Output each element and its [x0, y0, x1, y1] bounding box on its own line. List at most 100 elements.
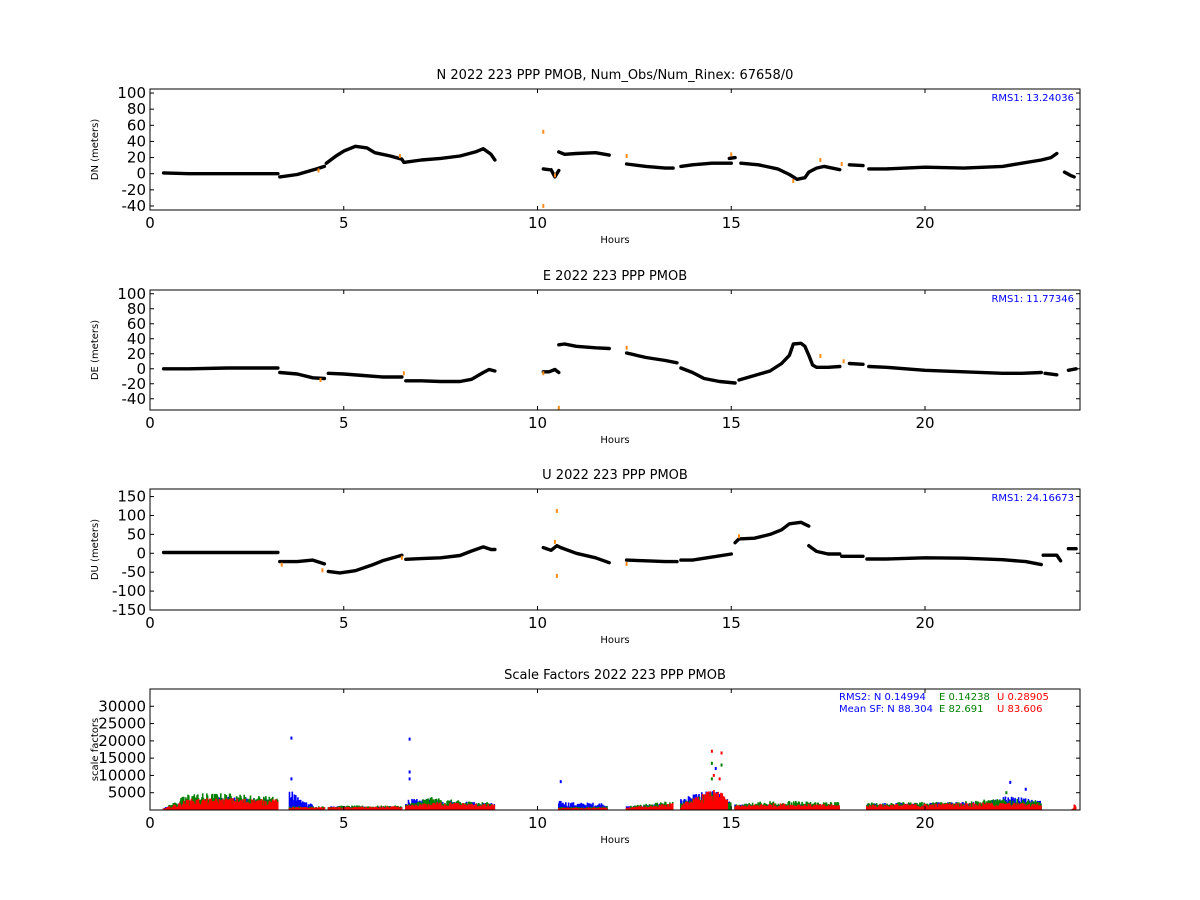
x-tick-label: 20 [915, 214, 934, 232]
scale-factor-spike [290, 736, 293, 740]
position-series-segment [624, 558, 679, 564]
position-series-segment [278, 558, 327, 566]
position-series-segment [161, 366, 280, 371]
y-tick-label: 150 [117, 488, 146, 506]
position-series-segment [867, 151, 1059, 171]
plot-area [161, 341, 1078, 410]
position-series-segment [404, 367, 497, 384]
position-series-segment [557, 150, 611, 157]
position-series-segment [326, 371, 404, 379]
y-axis-label: DE (meters) [90, 320, 101, 380]
scale-factor-stat: Mean SF: N 88.304 [839, 704, 933, 715]
scale-factor-spike [720, 751, 723, 755]
outlier-point [625, 153, 628, 158]
scale-factor-stat: U 0.28905 [997, 692, 1049, 703]
y-tick-label: 60 [127, 315, 146, 333]
outlier-point [555, 508, 558, 513]
y-tick-label: -40 [122, 390, 147, 408]
position-series-segment [807, 544, 842, 556]
outlier-point [730, 152, 733, 157]
scale-factor-stat: E 82.691 [939, 704, 984, 715]
position-series-segment [1062, 170, 1076, 179]
x-tick-label: 15 [722, 414, 741, 432]
y-tick-label: -40 [122, 197, 147, 215]
position-series-segment [865, 556, 1043, 567]
plot-area [161, 129, 1076, 208]
outlier-point [738, 534, 740, 539]
scale-factor-spike [710, 761, 713, 765]
axes-frame [149, 88, 1081, 211]
plot-area [161, 508, 1078, 578]
x-tick-label: 5 [339, 614, 349, 632]
x-tick-label: 5 [339, 214, 349, 232]
position-series-segment [541, 367, 561, 375]
y-tick-label: 20 [127, 149, 146, 167]
x-axis-label: Hours [600, 435, 629, 446]
scale-factor-spike [408, 770, 411, 774]
position-series-segment [727, 155, 737, 161]
y-tick-label: -20 [122, 181, 147, 199]
outlier-point [280, 562, 283, 567]
y-tick-label: -50 [122, 563, 147, 581]
position-series-segment [278, 370, 327, 381]
x-tick-label: 15 [722, 814, 741, 832]
x-tick-label: 5 [339, 414, 349, 432]
outlier-point [402, 371, 405, 376]
outlier-point [553, 173, 556, 178]
x-tick-label: 20 [915, 414, 934, 432]
outlier-point [398, 153, 401, 158]
outlier-point [555, 573, 558, 578]
rms-annotation: RMS1: 13.24036 [991, 93, 1074, 104]
position-series-segment [679, 366, 737, 385]
position-series-segment [541, 167, 551, 172]
x-tick-label: 20 [915, 614, 934, 632]
y-tick-label: 80 [127, 100, 146, 118]
plot-area [162, 736, 1077, 810]
rms-annotation: RMS1: 24.16673 [991, 493, 1074, 504]
y-tick-label: 0 [136, 544, 146, 562]
panel-title: N 2022 223 PPP PMOB, Num_Obs/Num_Rinex: … [437, 68, 794, 83]
position-series-segment [404, 545, 497, 561]
x-tick-label: 15 [722, 214, 741, 232]
position-series-segment [541, 544, 611, 565]
y-axis-label: scale factors [90, 718, 101, 781]
panel-1: N 2022 223 PPP PMOB, Num_Obs/Num_Rinex: … [90, 68, 1081, 246]
position-series-segment [557, 342, 611, 351]
outlier-point [819, 354, 822, 358]
y-tick-label: 5000 [108, 784, 146, 802]
scale-factor-spike [408, 777, 411, 781]
position-series-segment [624, 351, 679, 365]
x-tick-label: 5 [339, 814, 349, 832]
y-tick-label: 20000 [98, 732, 146, 750]
outlier-point [400, 555, 403, 560]
y-tick-label: 30000 [98, 697, 146, 715]
scale-factor-spike [710, 749, 713, 753]
outlier-point [542, 371, 545, 376]
x-axis-label: Hours [600, 635, 629, 646]
scale-factor-band [866, 802, 1042, 810]
position-series-segment [1043, 371, 1059, 377]
scale-factor-spike [1009, 780, 1012, 784]
axes-frame [149, 488, 1081, 611]
x-axis-label: Hours [600, 235, 629, 246]
scale-factor-stat: U 83.606 [997, 704, 1043, 715]
x-tick-label: 0 [145, 814, 155, 832]
y-tick-label: 40 [127, 330, 146, 348]
x-tick-label: 10 [528, 214, 547, 232]
outlier-point [557, 405, 560, 410]
panel-2: E 2022 223 PPP PMOB Hours DE (meters) 0 5 10 1… [90, 269, 1081, 446]
y-tick-label: 10000 [98, 766, 146, 784]
y-tick-label: -150 [112, 601, 146, 619]
scale-factor-spike [710, 777, 713, 781]
position-series-segment [847, 163, 865, 168]
x-tick-label: 10 [528, 614, 547, 632]
panel-title: U 2022 223 PPP PMOB [542, 468, 688, 483]
position-series-segment [161, 171, 280, 176]
x-tick-label: 0 [145, 414, 155, 432]
position-series-segment [679, 161, 733, 169]
scale-factor-band [1071, 804, 1077, 810]
position-series-segment [324, 144, 497, 165]
scale-factor-spike [290, 777, 293, 781]
outlier-point [840, 162, 843, 167]
y-tick-label: 15000 [98, 749, 146, 767]
